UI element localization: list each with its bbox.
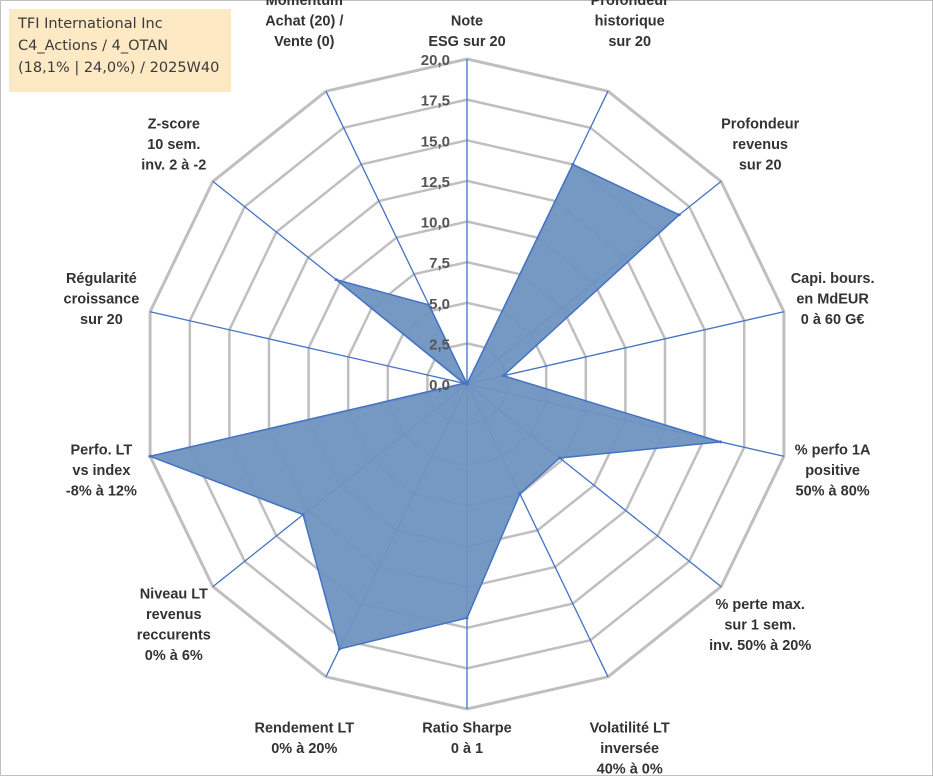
axis-label-14: Momentum Achat (20) / Vente (0)	[265, 0, 343, 50]
axis-spoke-4	[466, 311, 785, 385]
data-point-9	[337, 647, 341, 651]
axis-label-line: 0 à 1	[451, 741, 483, 757]
axis-label-line: inv. 50% à 20%	[709, 638, 811, 654]
data-point-6	[558, 456, 562, 460]
axis-label-8: Ratio Sharpe 0 à 1	[422, 721, 511, 758]
axis-label-line: Vente (0)	[274, 34, 335, 50]
axis-label-line: -8% à 12%	[66, 483, 137, 499]
data-point-7	[518, 492, 522, 496]
data-point-12	[462, 381, 466, 385]
axis-label-line: reccurents	[137, 628, 211, 644]
axis-label-line: 0% à 6%	[145, 648, 203, 664]
series-layer	[147, 162, 722, 651]
tick-label: 20,0	[421, 52, 450, 69]
axis-label-line: Rendement LT	[254, 721, 354, 737]
axis-label-line: inversée	[600, 741, 659, 757]
portfolio-label: C4_Actions / 4_OTAN	[18, 38, 169, 54]
axis-label-line: 50% à 80%	[796, 483, 870, 499]
company-name: TFI International Inc	[18, 16, 163, 32]
axis-label-line: % perfo 1A	[795, 442, 871, 458]
axis-label-line: revenus	[732, 137, 788, 153]
axis-label-line: Perfo. LT	[71, 442, 133, 458]
axis-label-6: % perte max. sur 1 sem. inv. 50% à 20%	[709, 597, 811, 654]
tick-label: 17,5	[421, 93, 450, 110]
score-week-label: (18,1% | 24,0%) / 2025W40	[18, 60, 220, 76]
axis-label-1: Note ESG sur 20	[428, 14, 505, 51]
axis-label-line: sur 1 sem.	[724, 617, 796, 633]
tick-label: 10,0	[421, 215, 450, 232]
title-box: TFI International Inc C4_Actions / 4_OTA…	[9, 9, 231, 92]
axis-label-line: Régularité	[66, 271, 137, 287]
axis-label-line: vs index	[72, 463, 130, 479]
axis-label-line: inv. 2 à -2	[141, 158, 206, 174]
axis-label-line: Achat (20) /	[265, 14, 343, 30]
tick-label: 5,0	[429, 296, 450, 313]
axis-label-line: positive	[805, 463, 860, 479]
axis-label-line: Capi. bours.	[791, 271, 875, 287]
axis-label-line: Volatilité LT	[590, 721, 670, 737]
axis-label-line: croissance	[64, 292, 140, 308]
tick-label: 0,0	[429, 377, 450, 394]
axis-label-line: 40% à 0%	[597, 762, 663, 776]
axis-label-3: Profondeur revenus sur 20	[721, 117, 799, 174]
axis-label-4: Capi. bours. en MdEUR 0 à 60 G€	[791, 271, 875, 328]
axis-label-line: historique	[595, 14, 665, 30]
data-point-4	[501, 374, 505, 378]
axis-label-11: Perfo. LT vs index -8% à 12%	[66, 442, 137, 499]
axis-label-line: Profondeur	[591, 0, 669, 9]
axis-label-line: en MdEUR	[796, 292, 869, 308]
axis-label-7: Volatilité LT inversée 40% à 0%	[590, 721, 670, 776]
axis-label-line: Profondeur	[721, 117, 799, 133]
tick-label: 12,5	[421, 174, 450, 191]
axis-label-line: 0 à 60 G€	[801, 312, 865, 328]
axis-label-line: Niveau LT	[140, 587, 208, 603]
axis-label-line: sur 20	[739, 158, 782, 174]
axis-label-5: % perfo 1A positive 50% à 80%	[795, 442, 871, 499]
data-point-10	[301, 513, 305, 517]
axis-label-line: revenus	[146, 607, 202, 623]
data-point-3	[677, 213, 681, 217]
axis-labels: Note ESG sur 20 Profondeur historique sur 20…	[64, 0, 875, 776]
axis-label-line: % perte max.	[715, 597, 804, 613]
axis-label-10: Niveau LT revenus reccurents 0% à 6%	[137, 587, 211, 665]
data-point-1	[465, 382, 469, 386]
axis-label-line: Momentum	[266, 0, 343, 9]
axis-label-line: Z-score	[148, 117, 200, 133]
axis-label-line: ESG sur 20	[428, 34, 505, 50]
data-point-8	[465, 616, 469, 620]
data-point-2	[571, 162, 575, 166]
axis-label-line: 10 sem.	[147, 137, 200, 153]
axis-label-12: Régularité croissance sur 20	[64, 271, 140, 328]
axis-label-line: Note	[451, 14, 483, 30]
data-point-5	[719, 440, 722, 444]
axis-label-line: Ratio Sharpe	[422, 721, 511, 737]
data-point-11	[148, 454, 152, 458]
tick-label: 2,5	[429, 336, 450, 353]
axis-label-9: Rendement LT 0% à 20%	[254, 721, 354, 758]
data-point-13	[334, 278, 338, 282]
axis-label-line: 0% à 20%	[271, 741, 337, 757]
tick-labels: 0,0 2,5 5,0 7,5 10,0 12,5 15,0 17,5 20,0	[421, 52, 450, 394]
tick-label: 7,5	[429, 255, 450, 272]
axis-label-line: sur 20	[608, 34, 651, 50]
axis-label-13: Z-score 10 sem. inv. 2 à -2	[141, 117, 206, 174]
axis-label-2: Profondeur historique sur 20	[591, 0, 669, 50]
axis-label-line: sur 20	[80, 312, 123, 328]
series-area	[147, 163, 721, 650]
axis-spoke-12	[149, 311, 468, 385]
data-point-14	[427, 303, 431, 307]
tick-label: 15,0	[421, 133, 450, 150]
